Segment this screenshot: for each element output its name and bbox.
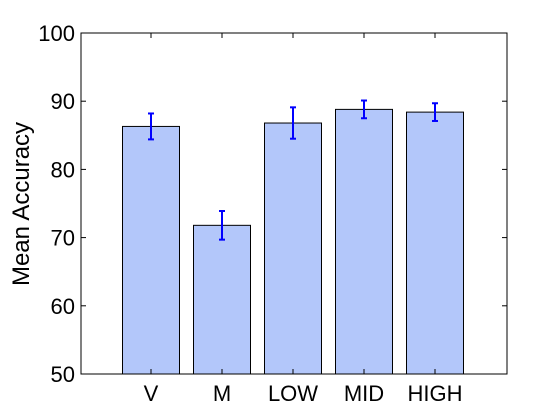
error-bar-m	[219, 210, 225, 241]
bar-mid	[335, 108, 393, 375]
y-tick-label: 90	[51, 89, 75, 114]
x-tick-label: LOW	[268, 381, 318, 406]
bar-v	[122, 125, 180, 375]
bar-m	[193, 224, 251, 375]
y-axis: 50 60 70 80 90 100	[38, 21, 507, 387]
error-bar-low	[290, 106, 296, 140]
plot-area-frame	[80, 32, 508, 375]
y-tick-label: 100	[38, 21, 75, 46]
bar-low	[264, 122, 322, 375]
x-tick-label: M	[213, 381, 231, 406]
x-axis: V M LOW MID HIGH	[144, 33, 463, 406]
y-axis-title: Mean Accuracy	[8, 122, 35, 286]
x-tick-label: MID	[344, 381, 384, 406]
y-tick-label: 50	[51, 362, 75, 387]
y-tick-label: 80	[51, 157, 75, 182]
y-tick-label: 70	[51, 226, 75, 251]
y-tick-label: 60	[51, 294, 75, 319]
error-bar-mid	[361, 99, 367, 120]
error-bars-layer	[148, 99, 438, 241]
error-bar-high	[432, 102, 438, 122]
bar-high	[406, 111, 464, 375]
bars-layer	[122, 108, 464, 375]
x-tick-label: HIGH	[408, 381, 463, 406]
error-bar-v	[148, 112, 154, 141]
x-tick-label: V	[144, 381, 159, 406]
